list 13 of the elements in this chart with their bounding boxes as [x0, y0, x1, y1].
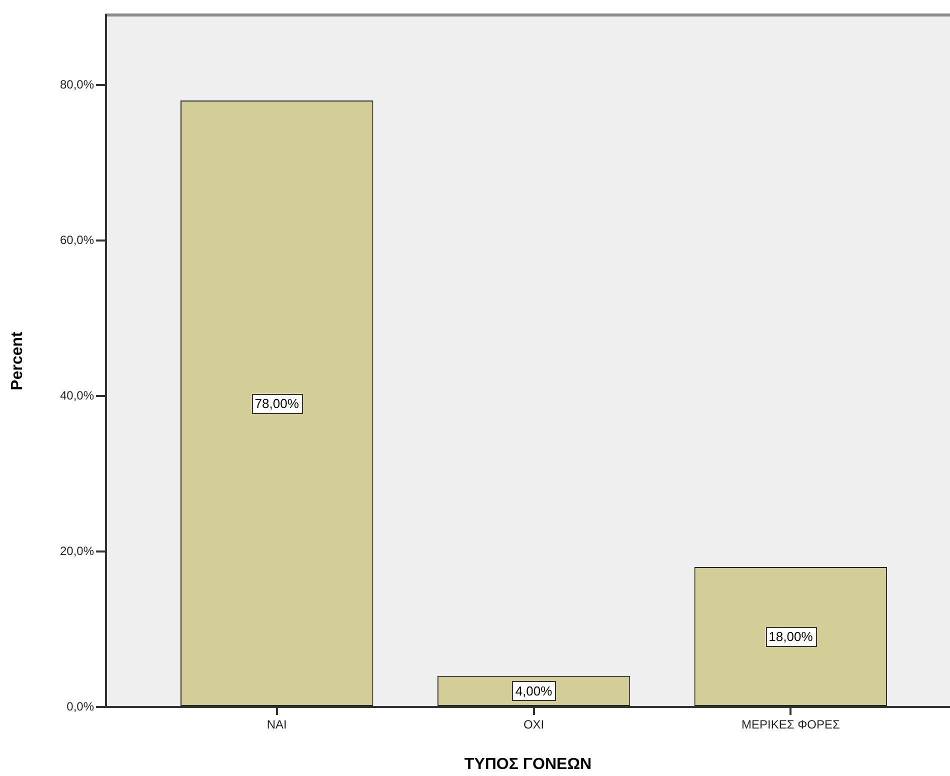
y-tick-label: 40,0% [60, 388, 94, 402]
data-label: 78,00% [254, 396, 300, 411]
x-axis-title: ΤΥΠΟΣ ΓΟΝΕΩΝ [464, 756, 592, 773]
y-axis-title: Percent [9, 330, 26, 390]
y-tick-label: 0,0% [66, 699, 94, 714]
x-tick-label: ΜΕΡΙΚΕΣ ΦΟΡΕΣ [741, 718, 840, 732]
y-tick-label: 20,0% [60, 544, 94, 558]
x-tick-label: ΟΧΙ [523, 718, 544, 732]
data-label: 18,00% [768, 629, 814, 644]
y-tick-label: 80,0% [60, 77, 94, 92]
x-tick-label: ΝΑΙ [266, 718, 287, 732]
y-tick-label: 60,0% [60, 232, 94, 247]
data-label: 4,00% [515, 684, 553, 699]
